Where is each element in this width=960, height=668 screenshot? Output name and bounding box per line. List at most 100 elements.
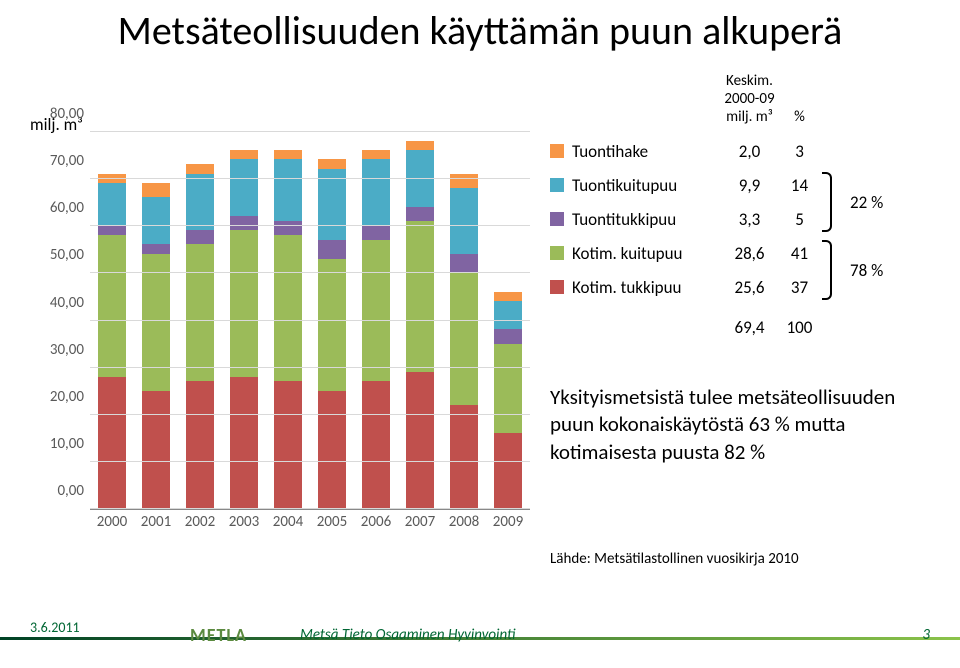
x-tick: 2008: [449, 513, 479, 531]
bar-segment: [406, 221, 434, 372]
y-tick: 50,00: [38, 246, 84, 264]
legend-swatch: [550, 144, 564, 158]
header-unit: milj. m³: [726, 108, 773, 126]
bar-group: [230, 150, 258, 509]
bar-segment: [98, 235, 126, 377]
header-keskim: Keskim.: [722, 72, 777, 90]
bar-segment: [230, 159, 258, 216]
source-text: Lähde: Metsätilastollinen vuosikirja 201…: [550, 550, 799, 568]
bar-segment: [186, 164, 214, 173]
bar-group: [406, 141, 434, 510]
bar-segment: [450, 174, 478, 188]
row-pct: 5: [777, 209, 822, 230]
bar-segment: [274, 159, 302, 220]
bar-segment: [186, 174, 214, 231]
bar-segment: [230, 150, 258, 159]
bar-segment: [362, 240, 390, 382]
bar-segment: [318, 259, 346, 391]
bar-segment: [494, 301, 522, 329]
bar-segment: [406, 372, 434, 509]
bar-segment: [362, 226, 390, 240]
footer-motto: Metsä Tieto Osaaminen Hyvinvointi: [300, 626, 515, 644]
x-tick: 2003: [229, 513, 259, 531]
data-table: Keskim. 2000-09 milj. m³ % Tuontihake2,0…: [550, 100, 940, 466]
legend-swatch: [550, 246, 564, 260]
total-row: 69,4 100: [550, 310, 940, 344]
bar-segment: [318, 169, 346, 240]
bar-segment: [318, 391, 346, 509]
y-tick: 60,00: [38, 199, 84, 217]
bar-segment: [494, 329, 522, 343]
footer-logo: METLA: [190, 624, 247, 646]
row-pct: 41: [777, 243, 822, 264]
bar-segment: [318, 159, 346, 168]
bar-group: [362, 150, 390, 509]
bar-group: [186, 164, 214, 509]
bar-segment: [494, 344, 522, 434]
total-val: 69,4: [722, 317, 777, 338]
brace-import-label: 22 %: [850, 192, 883, 213]
bar-segment: [494, 292, 522, 301]
row-val: 2,0: [722, 141, 777, 162]
row-label: Tuontihake: [572, 141, 722, 162]
motto-word: Metsä: [300, 626, 338, 644]
row-val: 3,3: [722, 209, 777, 230]
legend-swatch: [550, 280, 564, 294]
x-tick: 2006: [361, 513, 391, 531]
x-tick: 2000: [97, 513, 127, 531]
y-tick: 20,00: [38, 388, 84, 406]
note-text: Yksityismetsistä tulee metsäteollisuuden…: [550, 384, 940, 466]
bar-segment: [450, 405, 478, 509]
row-pct: 3: [777, 141, 822, 162]
chart: milj. m³ 0,0010,0020,0030,0040,0050,0060…: [30, 120, 530, 540]
y-tick: 80,00: [38, 105, 84, 123]
bar-group: [494, 292, 522, 509]
bar-segment: [362, 150, 390, 159]
brace-import: [822, 172, 832, 232]
bar-segment: [230, 377, 258, 509]
bar-segment: [274, 221, 302, 235]
brace-domestic-label: 78 %: [850, 260, 883, 281]
bar-segment: [318, 240, 346, 259]
x-tick: 2009: [493, 513, 523, 531]
bar-segment: [406, 207, 434, 221]
x-tick: 2005: [317, 513, 347, 531]
plot-area: 0,0010,0020,0030,0040,0050,0060,0070,008…: [90, 132, 530, 510]
row-label: Tuontikuitupuu: [572, 175, 722, 196]
bar-segment: [450, 254, 478, 273]
row-val: 28,6: [722, 243, 777, 264]
slide-title: Metsäteollisuuden käyttämän puun alkuper…: [80, 6, 880, 55]
bar-segment: [186, 244, 214, 381]
brace-domestic: [822, 240, 832, 300]
y-tick: 0,00: [38, 482, 84, 500]
bar-segment: [406, 141, 434, 150]
x-tick: 2004: [273, 513, 303, 531]
total-pct: 100: [777, 317, 822, 338]
bar-segment: [98, 226, 126, 235]
x-tick: 2001: [141, 513, 171, 531]
x-tick: 2007: [405, 513, 435, 531]
bar-segment: [142, 254, 170, 391]
row-label: Kotim. tukkipuu: [572, 277, 722, 298]
bar-segment: [186, 381, 214, 509]
legend-swatch: [550, 212, 564, 226]
bar-segment: [98, 377, 126, 509]
legend-swatch: [550, 178, 564, 192]
row-label: Tuontitukkipuu: [572, 209, 722, 230]
bar-segment: [142, 197, 170, 244]
bar-segment: [186, 230, 214, 244]
bar-segment: [274, 381, 302, 509]
footer: 3.6.2011 METLA Metsä Tieto Osaaminen Hyv…: [0, 612, 960, 668]
y-tick: 30,00: [38, 341, 84, 359]
motto-word: Hyvinvointi: [448, 626, 515, 644]
header-period: 2000-09: [722, 90, 777, 108]
bar-segment: [362, 159, 390, 225]
bar-segment: [494, 433, 522, 509]
bar-segment: [142, 183, 170, 197]
slide: Metsäteollisuuden käyttämän puun alkuper…: [0, 0, 960, 668]
motto-word: Tieto: [342, 626, 372, 644]
footer-page: 3: [922, 626, 930, 644]
bar-segment: [274, 235, 302, 381]
motto-word: Osaaminen: [376, 626, 445, 644]
y-tick: 40,00: [38, 294, 84, 312]
